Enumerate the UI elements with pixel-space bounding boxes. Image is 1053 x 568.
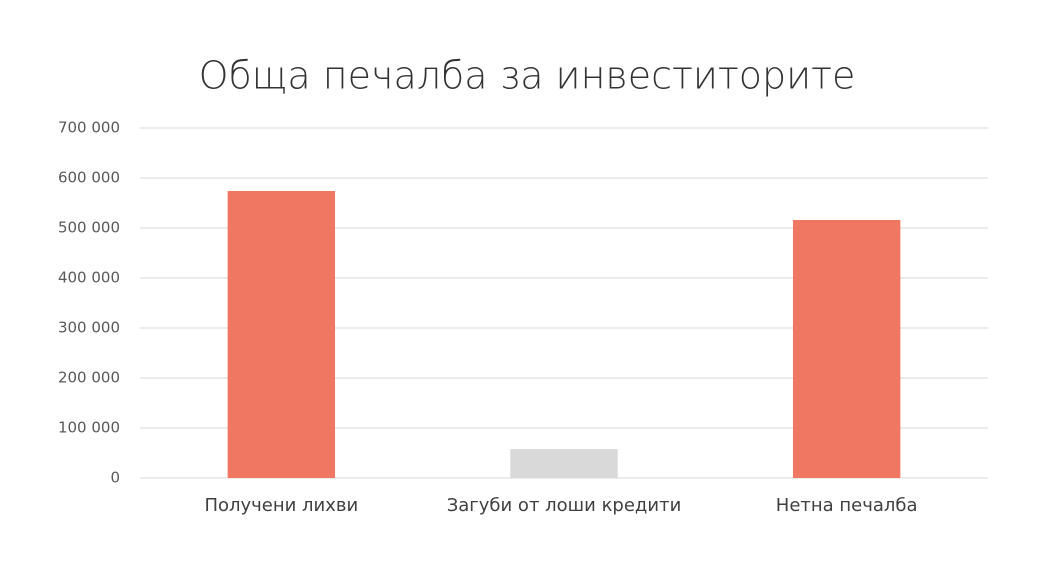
- x-tick-label: Нетна печалба: [776, 495, 918, 516]
- y-tick-label: 700 000: [58, 119, 120, 137]
- bar: [792, 220, 901, 478]
- chart-title: Обща печалба за инвеститорите: [199, 54, 856, 98]
- y-tick-label: 600 000: [58, 169, 120, 187]
- y-tick-label: 200 000: [58, 369, 120, 387]
- y-tick-label: 100 000: [58, 419, 120, 437]
- x-tick-label: Загуби от лоши кредити: [447, 495, 682, 516]
- bar: [227, 191, 336, 478]
- y-tick-label: 300 000: [58, 319, 120, 337]
- y-tick-label: 400 000: [58, 269, 120, 287]
- y-tick-label: 0: [110, 469, 120, 487]
- bar: [510, 449, 618, 478]
- y-tick-label: 500 000: [58, 219, 120, 237]
- x-tick-label: Получени лихви: [204, 495, 358, 516]
